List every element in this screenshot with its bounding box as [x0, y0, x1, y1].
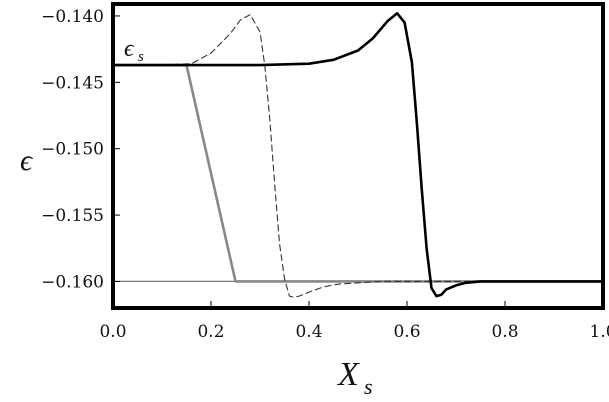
series-annotation: ϵ [124, 36, 135, 62]
x-tick-label: 1.0 [589, 322, 609, 342]
x-tick-label: 0.2 [197, 322, 224, 342]
y-tick-label: −0.145 [41, 73, 104, 93]
ticks-layer: 0.0 0.2 0.4 0.6 0.8 1.0 −0.140 −0.145 −0.150 −0.1… [41, 7, 609, 342]
plot-frame [111, 2, 605, 310]
x-axis-title-subscript: s [364, 374, 373, 399]
series-line-gray [111, 63, 605, 283]
x-axis-title: X [336, 356, 360, 393]
x-tick-label: 0.0 [99, 322, 126, 342]
y-tick-label: −0.160 [41, 272, 104, 292]
y-tick-label: −0.140 [41, 7, 104, 27]
y-tick-label: −0.155 [41, 206, 104, 226]
series-line-solid [111, 12, 605, 298]
x-tick-label: 0.6 [393, 322, 420, 342]
y-axis-title: ϵ [20, 144, 34, 177]
x-tick-label: 0.8 [491, 322, 518, 342]
series-layer [111, 12, 605, 298]
x-tick-label: 0.4 [295, 322, 322, 342]
y-tick-label: −0.150 [41, 140, 104, 160]
series-line-dashed [112, 14, 604, 298]
series-annotation-subscript: s [138, 49, 144, 65]
